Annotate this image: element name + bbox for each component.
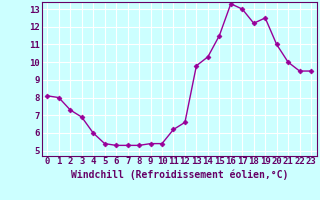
- X-axis label: Windchill (Refroidissement éolien,°C): Windchill (Refroidissement éolien,°C): [70, 169, 288, 180]
